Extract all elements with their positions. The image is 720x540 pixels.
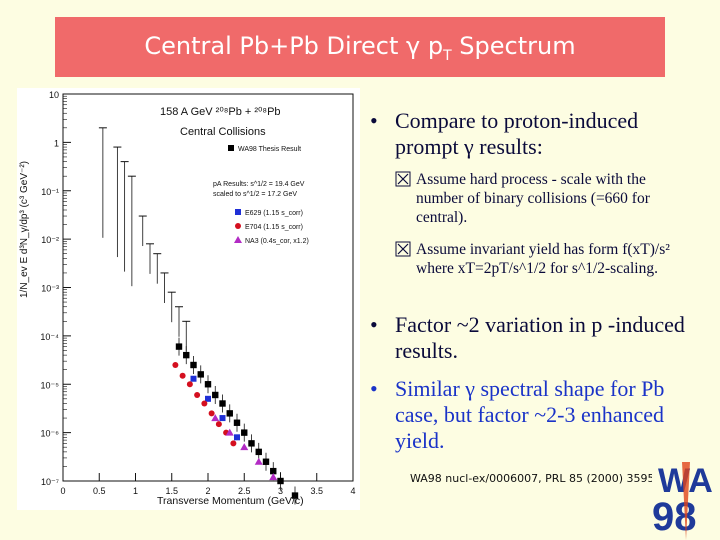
bullet-compare-text: Compare to proton-induced prompt γ resul… [395,108,639,159]
y-tick-label: 10⁻⁴ [40,332,59,342]
slide-title-tail: Spectrum [451,32,576,60]
data-point-wa98 [270,467,277,475]
y-tick-label: 10⁻³ [41,284,59,294]
spectrum-plot-panel: 10 1 10⁻¹ 10⁻² 10⁻³ 10⁻⁴ 10⁻⁵ 10⁻⁶ 10⁻⁷ 0 0.5 1 1.5 2… [17,88,360,510]
bullet-dot-icon: • [370,312,378,337]
data-point-wa98 [241,429,248,436]
data-point-na3 [269,473,278,481]
x-tick-label: 4 [350,486,355,496]
x-axis-label: Transverse Momentum (GeV/c) [157,495,304,507]
y-tick-label: 1 [54,138,59,148]
data-point-e704 [215,421,222,428]
slide-title-sub: T [443,47,452,64]
reference-citation: WA98 nucl-ex/0006007, PRL 85 (2000) 3595… [410,472,659,485]
legend-wa98-label: WA98 Thesis Result [238,146,301,153]
pa-scaled-text: scaled to s^1/2 = 17.2 GeV [213,191,297,198]
x-tick-label: 0 [60,486,65,496]
data-point-e629 [234,434,240,441]
plot-frame [62,93,354,482]
sub-bullet-invariant-yield-text: Assume invariant yield has form f(xT)/s²… [416,241,670,277]
data-point-e704 [194,391,201,398]
data-point-wa98 [190,361,197,369]
y-tick-label: 10 [49,90,59,100]
data-point-wa98 [262,458,270,465]
cross-box-icon [395,171,411,187]
plot-header-line1: 158 A GeV ²⁰⁸Pb + ²⁰⁸Pb [160,106,281,118]
x-tick-label: 2.5 [238,486,251,496]
data-point-wa98 [248,440,255,447]
legend-na3-label: NA3 (0.4s_cor, x1.2) [245,238,309,245]
x-tick-label: 2 [205,486,210,496]
data-point-e629 [205,395,211,402]
data-point-wa98 [175,343,183,350]
data-point-wa98 [183,351,190,359]
x-tick-label: 3 [278,486,283,496]
plot-header-line2: Central Collisions [180,126,266,138]
data-point-e704 [186,381,193,388]
legend-e704-marker [235,223,241,229]
data-point-wa98 [197,371,204,378]
data-point-na3 [225,428,234,436]
data-point-wa98 [204,381,212,388]
data-point-wa98 [277,477,284,485]
data-point-wa98 [233,419,241,426]
slide-title: Central Pb+Pb Direct γ pT Spectrum [55,32,665,64]
bullet-dot-icon: • [370,108,378,133]
y-tick-label: 10⁻⁶ [41,429,60,439]
y-tick-label: 10⁻⁷ [41,477,59,487]
y-tick-label: 10⁻¹ [41,187,59,197]
data-point-na3 [254,457,263,465]
data-point-wa98 [219,400,226,407]
legend-e629-marker [235,209,241,215]
data-point-wa98 [255,448,262,456]
sub-bullet-hard-process-text: Assume hard process - scale with the num… [416,171,650,226]
y-axis-label: 1/N_ev E d³N_γ/dp³ (c³ GeV⁻²) [19,161,30,298]
wa98-logo: WA 98 [652,462,720,540]
data-point-wa98 [226,410,233,417]
bullet-dot-icon: • [370,376,378,401]
pa-header-text: pA Results: s^1/2 = 19.4 GeV [213,181,305,188]
x-tick-label: 1 [133,486,138,496]
x-tick-label: 0.5 [93,486,106,496]
data-point-e704 [230,440,237,447]
x-tick-label: 1.5 [165,486,178,496]
data-point-e704 [179,372,186,379]
legend-e704-label: E704 (1.15 s_corr) [245,224,303,231]
data-point-na3 [211,414,220,422]
slide-title-main: Central Pb+Pb Direct γ p [144,32,444,60]
data-point-wa98 [212,391,219,399]
title-banner: Central Pb+Pb Direct γ pT Spectrum [55,17,665,77]
data-point-e629 [219,415,226,422]
bullet-similar-text: Similar γ spectral shape for Pb case, bu… [395,376,665,453]
logo-line2: 98 [652,495,697,539]
cross-box-icon [395,241,411,257]
data-point-e629 [190,375,197,382]
data-point-e704 [201,400,208,407]
legend-e629-label: E629 (1.15 s_corr) [245,210,303,217]
data-point-wa98 [291,492,299,499]
y-tick-label: 10⁻⁵ [41,380,60,390]
spectrum-plot: 10 1 10⁻¹ 10⁻² 10⁻³ 10⁻⁴ 10⁻⁵ 10⁻⁶ 10⁻⁷0 0.5 1 1.5 2… [19,90,356,507]
data-point-e704 [208,410,215,417]
legend-wa98-marker [228,145,234,151]
x-tick-label: 3.5 [310,486,323,496]
bullet-factor-text: Factor ~2 variation in p -induced result… [395,312,685,363]
y-tick-label: 10⁻² [41,235,59,245]
data-point-e704 [172,361,179,368]
legend-na3-marker [234,236,242,243]
data-point-na3 [240,443,249,451]
